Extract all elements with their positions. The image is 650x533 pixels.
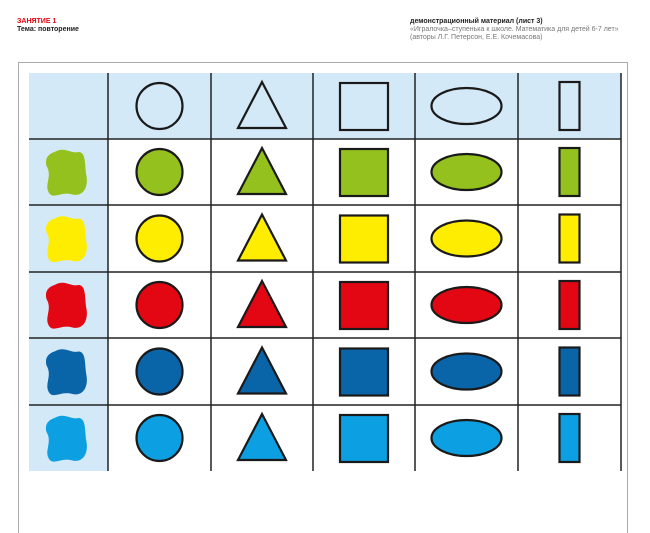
yellow-triangle bbox=[236, 212, 288, 262]
yellow-square bbox=[338, 214, 390, 264]
yellow-paint-blot bbox=[45, 216, 87, 263]
yellow-rectangle bbox=[558, 213, 581, 264]
light-blue-paint-blot bbox=[45, 415, 87, 462]
material-title: демонстрационный материал (лист 3) bbox=[410, 18, 543, 25]
red-triangle bbox=[236, 278, 288, 329]
circle-outline-header bbox=[135, 81, 184, 131]
red-paint-blot bbox=[45, 282, 87, 329]
light-blue-triangle bbox=[236, 411, 288, 462]
light-blue-rectangle bbox=[558, 412, 581, 464]
light-blue-ellipse bbox=[430, 418, 503, 458]
yellow-circle bbox=[135, 214, 184, 263]
book-title: «Игралочка–ступенька к школе. Математика… bbox=[410, 26, 619, 33]
red-ellipse bbox=[430, 285, 503, 325]
rectangle-outline-header bbox=[558, 80, 581, 132]
dark-blue-rectangle bbox=[558, 346, 581, 397]
dark-blue-circle bbox=[135, 347, 184, 396]
green-ellipse bbox=[430, 152, 503, 192]
red-square bbox=[338, 280, 390, 331]
green-circle bbox=[135, 147, 184, 197]
page-frame bbox=[18, 62, 628, 533]
triangle-outline-header bbox=[236, 79, 288, 130]
green-triangle bbox=[236, 145, 288, 196]
yellow-ellipse bbox=[430, 219, 503, 258]
green-paint-blot bbox=[45, 149, 87, 196]
header-row-bg bbox=[29, 73, 621, 139]
dark-blue-triangle bbox=[236, 345, 288, 395]
light-blue-square bbox=[338, 413, 390, 464]
dark-blue-ellipse bbox=[430, 352, 503, 391]
lesson-number: ЗАНЯТИЕ 1 bbox=[17, 18, 57, 25]
red-rectangle bbox=[558, 279, 581, 331]
light-blue-circle bbox=[135, 413, 184, 463]
green-rectangle bbox=[558, 146, 581, 198]
ellipse-outline-header bbox=[430, 86, 503, 126]
red-circle bbox=[135, 280, 184, 330]
dark-blue-square bbox=[338, 347, 390, 397]
green-square bbox=[338, 147, 390, 198]
book-authors: (авторы Л.Г. Петерсон, Е.Е. Кочемасова) bbox=[410, 34, 543, 41]
lesson-topic: Тема: повторение bbox=[17, 26, 79, 33]
dark-blue-paint-blot bbox=[45, 349, 87, 396]
square-outline-header bbox=[338, 81, 390, 132]
